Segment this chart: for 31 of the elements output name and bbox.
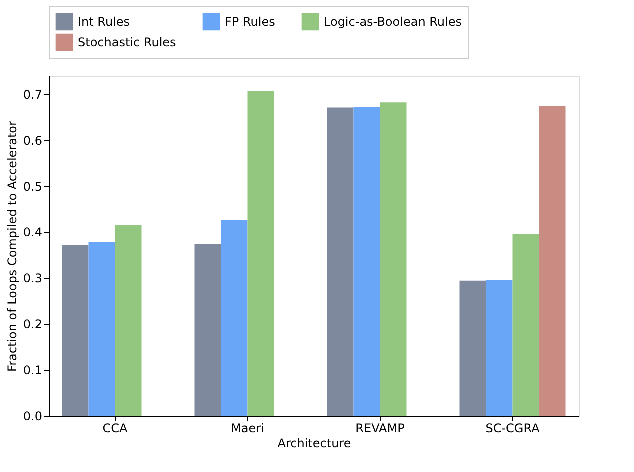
x-tick-label: Maeri <box>231 422 264 436</box>
legend-label: Int Rules <box>78 14 130 29</box>
bar <box>194 244 222 416</box>
bar <box>539 106 566 416</box>
bar <box>512 234 540 416</box>
y-tick-label: 0.6 <box>23 134 42 148</box>
bar <box>88 242 116 416</box>
bar <box>354 107 380 416</box>
y-tick-label: 0.3 <box>23 272 42 286</box>
legend-label: Logic-as-Boolean Rules <box>324 14 462 29</box>
x-tick-label: REVAMP <box>356 422 405 436</box>
bar <box>327 108 354 416</box>
bar <box>486 280 513 416</box>
bar <box>62 245 89 416</box>
y-tick-label: 0.7 <box>23 88 42 102</box>
y-tick-label: 0.4 <box>23 226 42 240</box>
bar <box>248 91 274 416</box>
y-tick-label: 0.0 <box>23 410 42 424</box>
bar <box>380 102 407 416</box>
y-tick-label: 0.1 <box>23 364 42 378</box>
y-axis-title: Fraction of Loops Compiled to Accelerator <box>5 121 20 372</box>
legend-label: FP Rules <box>225 14 276 29</box>
x-tick-label: SC-CGRA <box>486 422 541 436</box>
bar <box>460 280 486 416</box>
y-tick-label: 0.5 <box>23 180 42 194</box>
x-tick-label: CCA <box>102 422 129 436</box>
bar <box>115 225 142 416</box>
x-axis-title: Architecture <box>278 436 352 450</box>
legend-label: Stochastic Rules <box>78 36 176 50</box>
bar <box>221 220 248 416</box>
y-tick-label: 0.2 <box>23 318 42 332</box>
